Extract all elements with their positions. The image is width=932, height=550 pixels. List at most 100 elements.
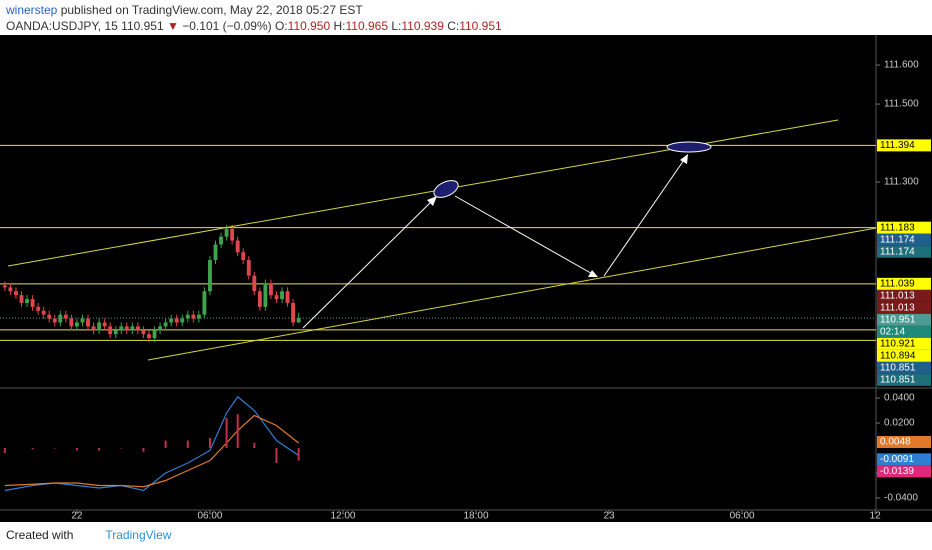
y-tick-label: 0.0200 — [884, 418, 915, 429]
candle-body — [141, 330, 146, 335]
y-tick-label: 111.300 — [884, 177, 919, 188]
candle-body — [47, 314, 52, 319]
price-tag-label: 110.851 — [880, 374, 916, 385]
close: 110.951 — [459, 19, 502, 33]
published: published on TradingView.com, May 22, 20… — [60, 3, 363, 17]
price-tag — [877, 245, 931, 258]
price-tag-label: 110.951 — [880, 314, 916, 325]
candle-body — [185, 314, 190, 319]
high: 110.965 — [345, 19, 389, 33]
histogram-bar — [142, 448, 145, 452]
candle-body — [108, 326, 113, 335]
candle-body — [268, 283, 273, 296]
candle-body — [291, 302, 296, 323]
candle-body — [91, 326, 96, 331]
arrow-head — [680, 154, 688, 164]
candle-body — [41, 310, 46, 315]
candle-body — [130, 326, 135, 331]
countdown-tag — [877, 325, 931, 338]
price-tag — [877, 349, 931, 362]
histogram-bar — [3, 448, 6, 453]
candle-body — [113, 330, 118, 335]
candle-body — [208, 260, 212, 292]
background — [0, 35, 932, 522]
candle-body — [80, 318, 85, 323]
price-tag — [877, 361, 931, 374]
indicator-tag-label: 0.0048 — [880, 437, 911, 448]
candle-body — [158, 326, 163, 331]
candle-body — [296, 318, 301, 323]
candle-body — [2, 285, 7, 288]
macd-line — [4, 395, 299, 492]
candle-body — [241, 252, 246, 261]
header: winerstep published on TradingView.com, … — [6, 2, 502, 34]
candle-body — [257, 291, 262, 307]
candle-body — [152, 330, 157, 339]
price-tag — [877, 313, 931, 326]
countdown: 02:14 — [880, 326, 905, 337]
price-tag-label: 111.183 — [880, 222, 915, 233]
price-tag — [877, 139, 931, 152]
x-tick-label: 18:00 — [464, 511, 489, 522]
author[interactable]: winerstep — [6, 3, 58, 17]
candle-body — [219, 236, 223, 245]
x-tick-label: 22 — [71, 511, 83, 522]
y-tick-label: 111.600 — [884, 60, 919, 71]
arrow: ▼ — [167, 19, 179, 33]
x-tick-label: 12:00 — [330, 511, 355, 522]
indicator-tag-label: -0.0091 — [880, 454, 914, 465]
candle-body — [202, 291, 207, 315]
candle-body — [119, 326, 124, 331]
histogram-bar — [225, 418, 228, 448]
chart: 22 06:00 12:00 18:00 23 06:00 12 111.600 111.500… — [0, 35, 932, 522]
candle-body — [224, 228, 229, 237]
brand[interactable]: TradingView — [105, 528, 172, 542]
x-tick-label: 06:00 — [730, 511, 755, 522]
price-tag-label: 111.013 — [880, 302, 915, 313]
candle-body — [30, 299, 35, 307]
histogram-bar — [164, 440, 167, 448]
candle-body — [246, 260, 251, 276]
y-tick-label: 111.500 — [884, 99, 919, 110]
price-tag — [877, 337, 931, 350]
y-tick-label: -0.0400 — [884, 493, 918, 504]
histogram-bar — [236, 414, 239, 448]
price-tag-label: 111.394 — [880, 140, 915, 151]
candle-body — [36, 306, 41, 311]
price-tag-label: 111.174 — [880, 246, 915, 257]
candle-body — [180, 318, 185, 323]
footer: Created with TradingView — [6, 528, 171, 542]
price-tag-label: 111.174 — [880, 234, 915, 245]
arrow-head — [588, 270, 598, 277]
drawings — [7, 119, 877, 361]
candle-body — [191, 314, 196, 319]
histogram-bar — [53, 448, 56, 449]
macd-line — [4, 414, 300, 488]
change: −0.101 (−0.09%) — [182, 19, 272, 33]
candle-body — [69, 318, 74, 327]
price-tag-label: 111.013 — [880, 290, 915, 301]
candle-body — [285, 291, 290, 303]
x-tick-label: 06:00 — [197, 511, 222, 522]
candle-body — [252, 275, 257, 292]
candle-body — [196, 314, 201, 319]
candle-body — [63, 314, 68, 319]
candle-body — [174, 318, 179, 323]
candle-body — [235, 240, 240, 253]
histogram-bar — [253, 443, 256, 448]
histogram-bar — [186, 440, 189, 448]
ellipse — [666, 141, 712, 153]
o-label: O: — [275, 19, 288, 33]
arrow — [302, 197, 436, 329]
candle-body — [124, 326, 129, 331]
indicator-tag-label: -0.0139 — [880, 466, 914, 477]
candle-body — [263, 283, 268, 307]
created: Created with — [6, 528, 74, 542]
price-tag — [877, 233, 931, 246]
candle-body — [213, 244, 218, 261]
y-tick-label: 0.0400 — [884, 393, 915, 404]
arrow — [454, 195, 597, 277]
histogram-bar — [275, 448, 278, 463]
candle-body — [163, 322, 168, 327]
